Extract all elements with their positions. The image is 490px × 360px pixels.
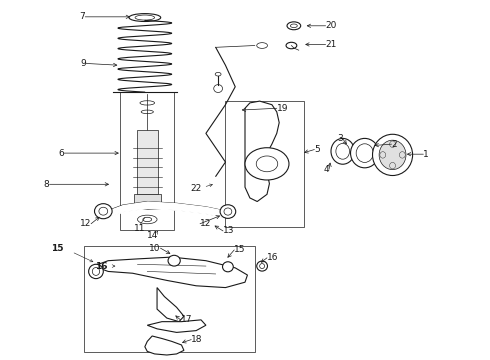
Ellipse shape	[372, 134, 413, 176]
Text: 14: 14	[147, 231, 158, 240]
Ellipse shape	[291, 24, 297, 28]
Ellipse shape	[257, 261, 268, 271]
Circle shape	[256, 156, 278, 172]
Text: 4: 4	[323, 165, 329, 174]
Ellipse shape	[214, 85, 222, 93]
Text: 22: 22	[191, 184, 202, 193]
Bar	[134, 194, 161, 209]
Ellipse shape	[89, 264, 103, 279]
Text: 5: 5	[315, 145, 320, 154]
Ellipse shape	[390, 162, 395, 169]
Ellipse shape	[350, 138, 379, 168]
Ellipse shape	[257, 42, 268, 48]
Ellipse shape	[215, 72, 221, 76]
Text: 19: 19	[277, 104, 288, 113]
Ellipse shape	[380, 152, 386, 158]
Ellipse shape	[138, 215, 157, 224]
Polygon shape	[94, 257, 247, 288]
Ellipse shape	[379, 140, 406, 170]
Ellipse shape	[220, 205, 236, 219]
Bar	[137, 130, 158, 194]
Ellipse shape	[141, 110, 153, 114]
Text: 16: 16	[267, 253, 278, 262]
Ellipse shape	[331, 138, 354, 164]
Ellipse shape	[168, 255, 180, 266]
Text: 17: 17	[180, 315, 192, 324]
Text: 8: 8	[44, 180, 49, 189]
Bar	[225, 101, 304, 226]
Text: 18: 18	[191, 335, 203, 344]
Text: 3: 3	[337, 134, 343, 143]
Ellipse shape	[135, 15, 155, 20]
Ellipse shape	[143, 217, 152, 222]
Ellipse shape	[224, 208, 232, 215]
Text: 1: 1	[423, 150, 429, 159]
Text: 6: 6	[58, 149, 64, 158]
Text: 2: 2	[392, 140, 397, 149]
Polygon shape	[245, 101, 279, 202]
Text: 11: 11	[134, 224, 146, 233]
Ellipse shape	[92, 267, 99, 275]
Ellipse shape	[140, 101, 155, 105]
Polygon shape	[145, 336, 184, 355]
Ellipse shape	[129, 14, 161, 22]
Text: 20: 20	[326, 21, 337, 30]
Ellipse shape	[222, 262, 233, 272]
Ellipse shape	[286, 42, 297, 49]
Ellipse shape	[390, 141, 395, 147]
Ellipse shape	[260, 264, 265, 269]
Text: 15: 15	[51, 244, 63, 253]
Ellipse shape	[399, 152, 405, 158]
Ellipse shape	[99, 207, 108, 215]
Ellipse shape	[95, 204, 112, 219]
Circle shape	[245, 148, 289, 180]
Polygon shape	[157, 288, 184, 321]
Text: 9: 9	[80, 59, 86, 68]
Ellipse shape	[356, 144, 373, 162]
Text: 13: 13	[223, 226, 235, 235]
Text: 7: 7	[79, 12, 85, 21]
Ellipse shape	[336, 143, 349, 159]
Bar	[84, 246, 255, 352]
Text: 21: 21	[326, 40, 337, 49]
Polygon shape	[147, 320, 206, 332]
Text: 12: 12	[80, 219, 91, 228]
Bar	[121, 92, 174, 230]
Text: 10: 10	[149, 244, 160, 253]
Text: 12: 12	[200, 219, 211, 228]
Text: 16: 16	[95, 262, 107, 271]
Text: 15: 15	[234, 246, 246, 255]
Ellipse shape	[287, 22, 301, 30]
